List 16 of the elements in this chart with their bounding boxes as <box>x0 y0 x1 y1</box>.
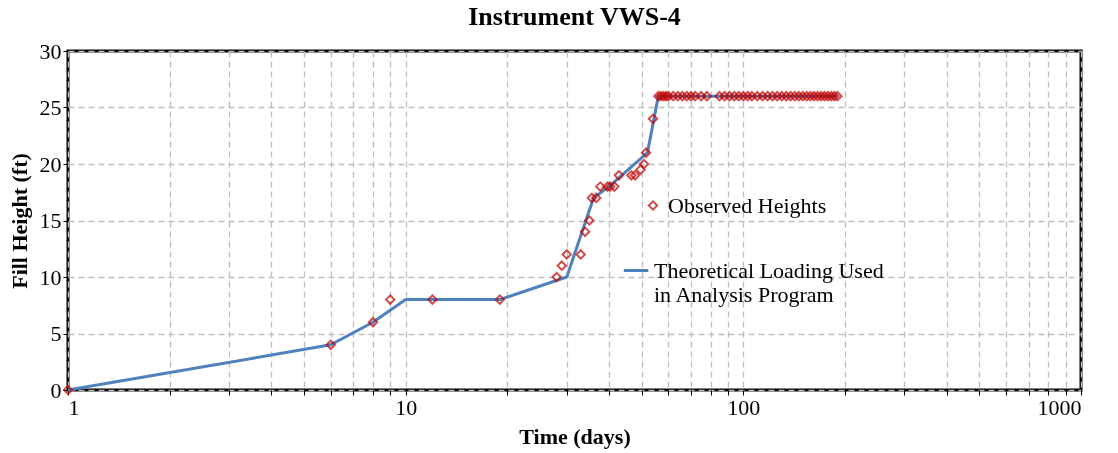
y-tick-label: 30 <box>39 38 62 64</box>
y-tick-label: 10 <box>39 264 62 290</box>
chart-title: Instrument VWS-4 <box>468 2 681 31</box>
y-tick-label: 5 <box>50 321 62 346</box>
x-tick-label: 10 <box>395 394 418 420</box>
x-tick-label: 1000 <box>1037 394 1082 420</box>
x-tick-label: 1 <box>68 394 80 420</box>
y-tick-label: 0 <box>50 377 62 403</box>
y-tick-label: 15 <box>39 208 62 233</box>
x-tick-label: 100 <box>727 394 761 420</box>
y-tick-label: 20 <box>39 151 62 177</box>
y-axis-title: Fill Height (ft) <box>6 153 32 289</box>
legend-label: Theoretical Loading Used in Analysis Program <box>654 257 884 307</box>
legend-label: Observed Heights <box>668 192 827 218</box>
y-tick-label: 25 <box>39 95 62 120</box>
x-axis-title: Time (days) <box>519 423 631 449</box>
